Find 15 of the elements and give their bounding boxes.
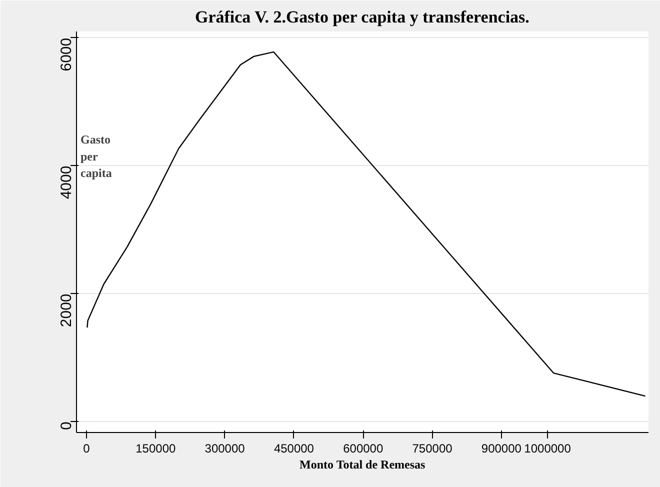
x-tick-label: 1000000 xyxy=(524,442,572,456)
y-tick-label: 4000 xyxy=(58,166,75,200)
y-tick-label: 0 xyxy=(58,422,75,430)
x-tick-label: 150000 xyxy=(136,442,176,456)
x-tick-label: 450000 xyxy=(274,442,314,456)
chart-title: Gráfica V. 2.Gasto per capita y transferencias. xyxy=(194,8,530,26)
y-tick-label: 6000 xyxy=(58,38,75,72)
x-tick-label: 750000 xyxy=(412,442,453,456)
x-tick-label: 300000 xyxy=(204,442,246,456)
x-tick-label: 900000 xyxy=(481,442,522,456)
y-axis-title: Gasto per capita xyxy=(80,132,112,180)
y-tick-label: 2000 xyxy=(58,294,75,328)
x-tick-label: 0 xyxy=(83,442,90,456)
x-tick-label: 600000 xyxy=(343,442,384,456)
x-axis-title: Monto Total de Remesas xyxy=(300,458,426,472)
